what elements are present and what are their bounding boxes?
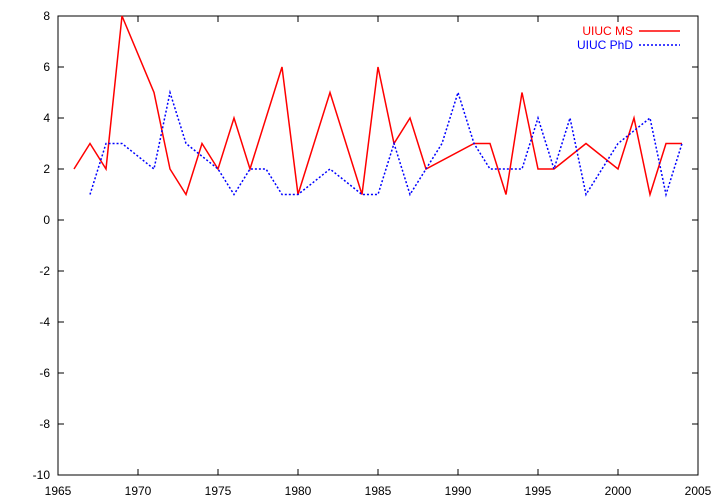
y-tick-label: 8 — [43, 9, 50, 23]
y-tick-label: -10 — [33, 468, 51, 482]
series-line-uiuc-ms — [73, 15, 682, 198]
y-tick-label: 4 — [43, 111, 50, 125]
x-tick-label: 2000 — [605, 484, 632, 498]
x-tick-label: 1995 — [525, 484, 552, 498]
axis-tick-labels: 1965 1970 1975 1980 1985 1990 1995 2000 2005 -10 -… — [33, 9, 712, 498]
plot-frame — [57, 15, 699, 476]
legend-label: UIUC MS — [582, 24, 633, 38]
x-tick-label: 1985 — [365, 484, 392, 498]
y-tick-label: 6 — [43, 60, 50, 74]
y-tick-label: -8 — [39, 417, 50, 431]
y-tick-label: -4 — [39, 315, 50, 329]
series-line-uiuc-phd — [89, 89, 683, 198]
y-tick-label: -2 — [39, 264, 50, 278]
y-tick-label: -6 — [39, 366, 50, 380]
axis-ticks — [57, 15, 699, 476]
series-layer — [73, 15, 683, 198]
x-tick-label: 1990 — [445, 484, 472, 498]
y-tick-label: 0 — [43, 213, 50, 227]
x-tick-label: 1980 — [285, 484, 312, 498]
legend-label: UIUC PhD — [577, 38, 633, 52]
x-tick-label: 1965 — [45, 484, 72, 498]
x-tick-label: 1970 — [125, 484, 152, 498]
y-tick-label: 2 — [43, 162, 50, 176]
x-tick-label: 2005 — [685, 484, 712, 498]
x-tick-label: 1975 — [205, 484, 232, 498]
